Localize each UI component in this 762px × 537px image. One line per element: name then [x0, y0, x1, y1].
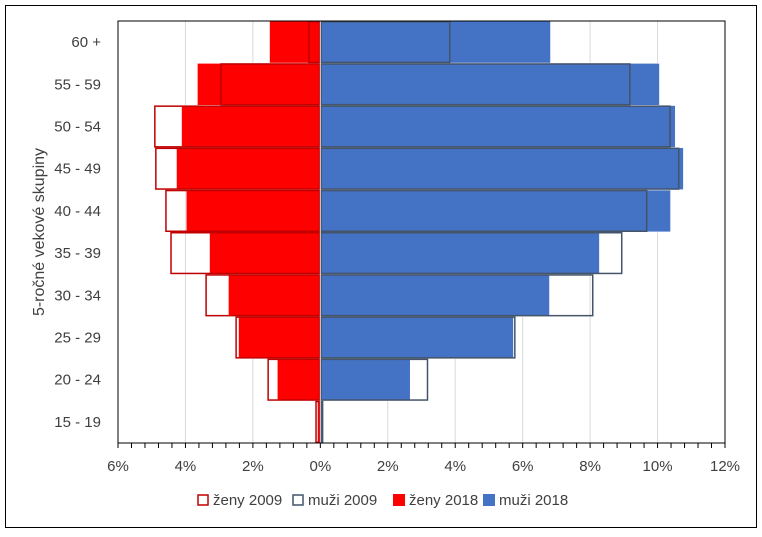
bar: [237, 315, 321, 359]
bar-outline: [320, 316, 516, 359]
bar-outline: [165, 189, 321, 233]
y-tick-label: 25 - 29: [54, 330, 101, 347]
x-tick-label: 12%: [710, 458, 740, 475]
bar: [208, 231, 321, 275]
bar: [180, 105, 321, 149]
x-tick-label: 6%: [512, 458, 534, 475]
legend-label: ženy 2009: [213, 492, 282, 509]
legend-label: ženy 2018: [409, 492, 478, 509]
bar-outline: [320, 21, 451, 64]
legend-swatch: [483, 494, 495, 506]
bar-outline: [154, 105, 321, 148]
legend-label: muži 2018: [499, 492, 568, 509]
bar-outline: [235, 316, 321, 359]
y-tick-label: 40 - 44: [54, 203, 101, 220]
bar: [319, 147, 684, 191]
legend-label: muži 2009: [308, 492, 377, 509]
bar: [319, 189, 672, 233]
y-tick-label: 20 - 24: [54, 372, 101, 389]
y-tick-label: 60 +: [71, 34, 101, 51]
bar-outline: [320, 232, 623, 275]
bar-outline: [320, 105, 671, 148]
bar: [319, 20, 552, 64]
bar-outline: [320, 63, 631, 106]
bar-outline: [267, 358, 321, 401]
y-tick-label: 50 - 54: [54, 119, 101, 136]
y-axis-label: 5-ročné vekové skupiny: [31, 148, 48, 316]
x-tick-label: 4%: [175, 458, 197, 475]
bar: [319, 62, 660, 106]
bar: [185, 189, 321, 233]
bar-outline: [220, 63, 321, 106]
y-tick-label: 45 - 49: [54, 161, 101, 178]
bar-outline: [320, 147, 680, 190]
bar-outline: [320, 274, 594, 317]
bar-outline: [320, 400, 324, 443]
y-tick-label: 30 - 34: [54, 287, 101, 304]
bar-outline: [320, 358, 429, 401]
bar: [319, 358, 411, 402]
legend-swatch: [292, 494, 304, 506]
bar: [319, 273, 551, 317]
y-tick-label: 15 - 19: [54, 414, 101, 431]
legend-swatch: [197, 494, 209, 506]
x-tick-label: 10%: [643, 458, 673, 475]
bar-outline: [308, 21, 321, 64]
bar: [319, 315, 514, 359]
y-tick-label: 55 - 59: [54, 76, 101, 93]
x-tick-label: 2%: [242, 458, 264, 475]
bar: [319, 105, 676, 149]
x-tick-label: 2%: [377, 458, 399, 475]
bar: [175, 147, 321, 191]
bar-outline: [320, 189, 648, 233]
bar-outline: [315, 400, 321, 443]
bar: [227, 273, 321, 317]
legend-swatch: [393, 494, 405, 506]
x-tick-label: 4%: [444, 458, 466, 475]
bar: [276, 358, 321, 402]
bar: [319, 231, 600, 275]
bar-outline: [205, 274, 321, 317]
x-tick-label: 0%: [309, 458, 331, 475]
bar-outline: [170, 232, 321, 275]
bar-outline: [155, 147, 321, 190]
plot-frame: [117, 20, 726, 444]
x-tick-label: 6%: [107, 458, 129, 475]
y-tick-label: 35 - 39: [54, 245, 101, 262]
x-tick-label: 8%: [579, 458, 601, 475]
bar: [269, 20, 321, 64]
bar: [196, 62, 321, 106]
